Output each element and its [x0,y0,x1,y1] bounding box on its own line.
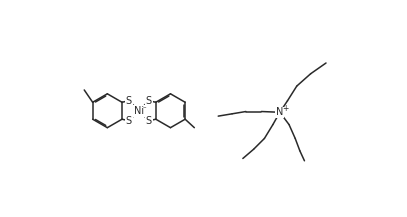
Text: N: N [276,107,284,117]
Text: +: + [282,104,289,113]
Text: S: S [146,96,152,106]
Text: Ni: Ni [134,106,144,116]
Text: S: S [146,116,152,126]
Text: S: S [126,96,132,106]
Text: –: – [142,105,146,111]
Text: S: S [126,116,132,126]
